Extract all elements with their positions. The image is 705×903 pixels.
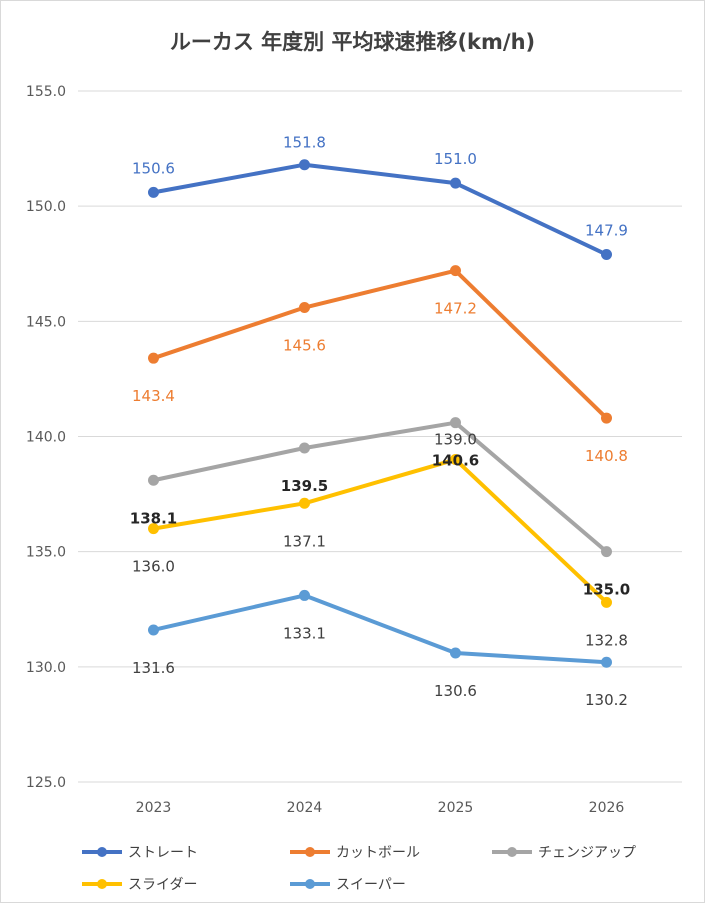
- legend-item-sweeper[interactable]: スイーパー: [288, 874, 406, 894]
- y-tick-label: 150.0: [26, 199, 66, 215]
- data-point: [450, 177, 461, 189]
- data-point: [601, 656, 612, 668]
- x-tick-label: 2025: [438, 800, 474, 816]
- legend-item-slider[interactable]: スライダー: [80, 874, 197, 894]
- legend-marker-icon: [290, 847, 330, 857]
- data-label: 147.9: [585, 222, 628, 240]
- series-line: [151, 457, 609, 605]
- y-tick-label: 125.0: [26, 775, 66, 791]
- data-label: 135.0: [583, 581, 630, 599]
- data-label: 139.5: [281, 477, 328, 495]
- legend-marker-icon: [492, 847, 532, 857]
- legend-marker-icon: [82, 879, 122, 889]
- legend-item-straight[interactable]: ストレート: [80, 842, 198, 862]
- data-label: 136.0: [132, 558, 175, 576]
- data-point: [601, 546, 612, 558]
- x-tick-label: 2024: [287, 800, 323, 816]
- series-line: [151, 162, 609, 257]
- y-axis-ticks: 125.0 130.0 135.0 140.0 145.0 150.0 155.0: [26, 84, 66, 791]
- data-point: [450, 647, 461, 659]
- data-label: 137.1: [283, 532, 326, 550]
- series-line: [151, 420, 609, 554]
- legend-label: カットボール: [336, 845, 420, 861]
- legend-item-cutball[interactable]: カットボール: [288, 842, 420, 862]
- data-point: [299, 159, 310, 171]
- x-tick-label: 2026: [589, 800, 625, 816]
- series-lines: [148, 159, 612, 668]
- data-point: [601, 596, 612, 608]
- data-label: 140.8: [585, 447, 628, 465]
- data-point: [148, 474, 159, 486]
- data-label: 130.6: [434, 682, 477, 700]
- y-tick-label: 145.0: [26, 314, 66, 330]
- data-label: 138.1: [130, 509, 177, 527]
- data-point: [299, 589, 310, 601]
- data-point: [148, 624, 159, 636]
- data-label: 147.2: [434, 300, 477, 318]
- data-point: [450, 265, 461, 277]
- data-label: 143.4: [132, 387, 175, 405]
- legend-label: チェンジアップ: [538, 845, 636, 861]
- data-label: 130.2: [585, 691, 628, 709]
- legend-label: スライダー: [128, 877, 198, 893]
- series-line: [151, 593, 609, 665]
- data-point: [148, 186, 159, 198]
- gridlines: [78, 90, 682, 783]
- y-tick-label: 155.0: [26, 84, 66, 100]
- data-point: [450, 454, 461, 466]
- data-point: [299, 302, 310, 314]
- data-labels: 150.6 151.8 151.0 147.9 143.4 145.6 147.2 140.8…: [130, 134, 630, 710]
- y-tick-label: 135.0: [26, 545, 66, 561]
- x-tick-label: 2023: [136, 800, 172, 816]
- legend-item-changeup[interactable]: チェンジアップ: [490, 842, 636, 862]
- data-label: 131.6: [132, 659, 175, 677]
- data-label: 139.0: [434, 431, 477, 449]
- legend-marker-icon: [290, 879, 330, 889]
- data-point: [450, 417, 461, 429]
- chart-title: ルーカス 年度別 平均球速推移(km/h): [169, 30, 536, 54]
- x-axis-ticks: 2023 2024 2025 2026: [136, 800, 625, 816]
- data-label: 140.6: [432, 452, 479, 470]
- legend-label: ストレート: [128, 845, 198, 861]
- y-tick-label: 140.0: [26, 430, 66, 446]
- legend-label: スイーパー: [336, 877, 406, 893]
- series-line: [151, 268, 609, 421]
- data-label: 151.8: [283, 134, 326, 152]
- data-label: 145.6: [283, 337, 326, 355]
- data-label: 132.8: [585, 631, 628, 649]
- data-label: 133.1: [283, 624, 326, 642]
- data-point: [601, 249, 612, 261]
- legend-marker-icon: [82, 847, 122, 857]
- y-tick-label: 130.0: [26, 660, 66, 676]
- data-point: [299, 442, 310, 454]
- data-point: [148, 523, 159, 535]
- data-label: 151.0: [434, 150, 477, 168]
- data-point: [601, 412, 612, 424]
- data-label: 150.6: [132, 159, 175, 177]
- data-point: [148, 352, 159, 364]
- data-point: [299, 497, 310, 509]
